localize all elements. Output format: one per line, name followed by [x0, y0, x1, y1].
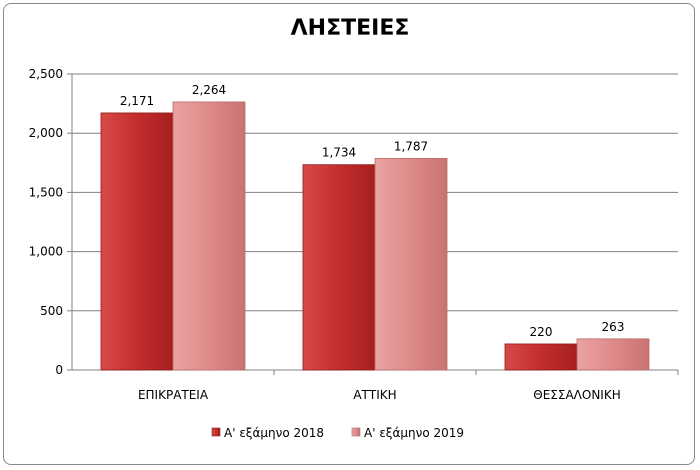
y-tick-label: 500	[40, 304, 63, 318]
bar-2018	[100, 112, 174, 371]
data-label: 263	[602, 320, 625, 334]
chart-title: ΛΗΣΤΕΙΕΣ	[290, 16, 410, 41]
bar-2018	[302, 164, 376, 371]
data-label: 220	[530, 325, 553, 339]
legend-swatch	[211, 427, 221, 437]
legend-label: Α' εξάμηνο 2018	[224, 426, 324, 440]
y-tick-label: 2,000	[29, 126, 63, 140]
x-category-label: ΘΕΣΣΑΛΟΝΙΚΗ	[533, 388, 620, 402]
data-label: 1,787	[394, 139, 428, 153]
data-label: 1,734	[322, 146, 356, 160]
bar-2019	[172, 101, 246, 371]
y-tick-label: 1,000	[29, 245, 63, 259]
bar-2019	[576, 338, 650, 371]
data-label: 2,171	[120, 94, 154, 108]
y-tick-label: 2,500	[29, 67, 63, 81]
legend-label: Α' εξάμηνο 2019	[364, 426, 464, 440]
bar-2018	[504, 343, 578, 371]
bar-2019	[374, 158, 448, 371]
y-tick-label: 1,500	[29, 185, 63, 199]
x-category-label: ΕΠΙΚΡΑΤΕΙΑ	[138, 388, 209, 402]
legend-swatch	[351, 427, 361, 437]
x-category-label: ΑΤΤΙΚΗ	[353, 388, 396, 402]
y-tick-label: 0	[55, 363, 63, 377]
data-label: 2,264	[192, 83, 226, 97]
